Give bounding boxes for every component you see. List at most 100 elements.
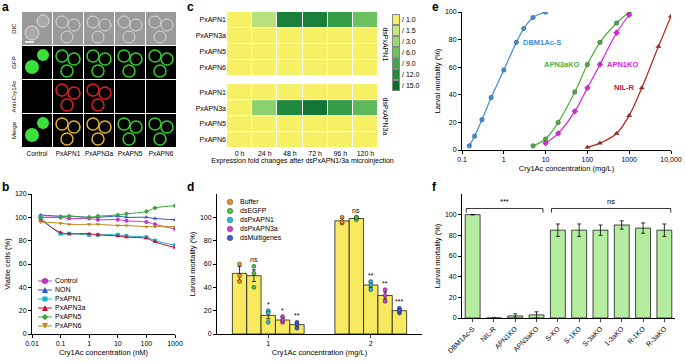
- svg-text:60: 60: [204, 260, 212, 267]
- svg-text:100: 100: [141, 340, 153, 347]
- svg-text:Larval mortality (%): Larval mortality (%): [433, 48, 442, 113]
- svg-text:R-3aKO: R-3aKO: [645, 325, 668, 348]
- svg-text:NIL-R: NIL-R: [614, 83, 635, 92]
- html-text:d: d: [187, 180, 195, 194]
- svg-text:1: 1: [502, 156, 506, 163]
- svg-text:1: 1: [87, 340, 91, 347]
- svg-text:96 h: 96 h: [333, 150, 347, 157]
- svg-text:Cry1Ac concentration (nM): Cry1Ac concentration (nM): [59, 348, 149, 357]
- html-text:Anti-Cry1Ac: Anti-Cry1Ac: [10, 80, 17, 113]
- svg-text:0.1: 0.1: [56, 340, 66, 347]
- svg-text:S-1KO: S-1KO: [563, 325, 583, 345]
- svg-text:0.1: 0.1: [457, 156, 467, 163]
- svg-text:72 h: 72 h: [308, 150, 322, 157]
- svg-text:***: ***: [395, 298, 403, 305]
- svg-text:80: 80: [449, 232, 457, 239]
- svg-text:20: 20: [204, 307, 212, 314]
- svg-text:48 h: 48 h: [283, 150, 297, 157]
- svg-text:S-KO: S-KO: [544, 325, 561, 342]
- svg-text:PxAPN1: PxAPN1: [200, 16, 227, 23]
- svg-text:1-3aKO: 1-3aKO: [603, 325, 625, 347]
- svg-text:100: 100: [15, 214, 27, 221]
- svg-text:1000: 1000: [621, 156, 637, 163]
- html-text:PxAPN5: PxAPN5: [117, 150, 143, 157]
- svg-text:dsPxAPN3a: dsPxAPN3a: [382, 98, 389, 136]
- html-text:Control: Control: [55, 277, 78, 284]
- svg-text:24 h: 24 h: [258, 150, 272, 157]
- svg-text:PxAPN5: PxAPN5: [200, 48, 227, 55]
- svg-text:1: 1: [266, 340, 270, 347]
- html-text:PxAPN3a: PxAPN3a: [84, 150, 114, 157]
- svg-text:0: 0: [453, 146, 457, 153]
- svg-text:20: 20: [449, 294, 457, 301]
- html-text:PxAPN1: PxAPN1: [55, 150, 81, 157]
- svg-text:ns: ns: [607, 197, 615, 206]
- svg-text:100: 100: [582, 156, 594, 163]
- svg-text:ns: ns: [250, 256, 258, 263]
- svg-text:PxAPN3a: PxAPN3a: [196, 32, 226, 39]
- html-text:Control: Control: [26, 150, 48, 157]
- svg-text:10,000: 10,000: [660, 156, 682, 163]
- svg-text:80: 80: [204, 237, 212, 244]
- svg-text:***: ***: [500, 197, 509, 206]
- svg-text:Larval mortality (%): Larval mortality (%): [433, 223, 442, 288]
- svg-text:20: 20: [19, 307, 27, 314]
- html-text:b: b: [2, 180, 10, 194]
- svg-text:0: 0: [23, 330, 27, 337]
- svg-text:R-1KO: R-1KO: [626, 325, 646, 345]
- svg-text:0.01: 0.01: [25, 340, 39, 347]
- svg-text:10: 10: [542, 156, 550, 163]
- svg-text:40: 40: [19, 284, 27, 291]
- svg-text:APN1KO: APN1KO: [493, 325, 518, 350]
- svg-text:2: 2: [369, 340, 373, 347]
- svg-text:APN1KO: APN1KO: [607, 60, 638, 69]
- svg-text:120 h: 120 h: [357, 150, 375, 157]
- html-text:DIC: DIC: [10, 23, 17, 34]
- svg-text:60: 60: [449, 252, 457, 259]
- svg-text:100: 100: [200, 214, 212, 221]
- svg-text:APN3aKO: APN3aKO: [512, 325, 540, 353]
- svg-text:0 h: 0 h: [235, 150, 245, 157]
- svg-text:**: **: [382, 280, 388, 287]
- svg-text:1000: 1000: [167, 340, 183, 347]
- html-text:Merge: Merge: [10, 122, 17, 139]
- svg-text:S-3aKO: S-3aKO: [581, 325, 604, 348]
- svg-text:Expression fold changes after: Expression fold changes after dsPxAPN1/3…: [211, 157, 394, 165]
- svg-text:Cry1Ac concentration (mg/L): Cry1Ac concentration (mg/L): [519, 164, 615, 173]
- svg-text:120: 120: [15, 190, 27, 197]
- svg-text:60: 60: [449, 64, 457, 71]
- svg-text:40: 40: [204, 284, 212, 291]
- svg-text:PxAPN6: PxAPN6: [200, 64, 227, 71]
- svg-text:DBM1Ac-S: DBM1Ac-S: [523, 38, 561, 47]
- svg-text:*: *: [267, 301, 270, 308]
- svg-text:APN3aKO: APN3aKO: [544, 60, 580, 69]
- svg-text:Larval mortality (%): Larval mortality (%): [188, 231, 197, 296]
- svg-text:DBM1Ac-S: DBM1Ac-S: [446, 325, 476, 355]
- svg-text:0: 0: [453, 314, 457, 321]
- svg-text:80: 80: [19, 237, 27, 244]
- svg-text:Cry1Ac concentration (mg/L): Cry1Ac concentration (mg/L): [272, 348, 368, 357]
- svg-text:40: 40: [449, 273, 457, 280]
- svg-text:**: **: [368, 272, 374, 279]
- svg-text:0: 0: [208, 330, 212, 337]
- svg-text:PxAPN3a: PxAPN3a: [196, 105, 226, 112]
- svg-text:20: 20: [449, 119, 457, 126]
- svg-text:40: 40: [449, 91, 457, 98]
- svg-text:**: **: [294, 312, 300, 319]
- html-text:a: a: [2, 0, 9, 14]
- svg-text:10: 10: [114, 340, 122, 347]
- svg-text:*: *: [281, 307, 284, 314]
- html-text:GFP: GFP: [10, 56, 17, 69]
- svg-text:60: 60: [19, 260, 27, 267]
- html-text:PxAPN6: PxAPN6: [148, 150, 174, 157]
- svg-text:100: 100: [445, 211, 457, 218]
- svg-text:100: 100: [445, 8, 457, 15]
- svg-text:80: 80: [449, 36, 457, 43]
- svg-text:dsPxAPN1: dsPxAPN1: [382, 27, 389, 61]
- svg-text:NIL-R: NIL-R: [479, 325, 497, 343]
- svg-text:PxAPN6: PxAPN6: [200, 136, 227, 143]
- svg-text:Viable cells (%): Viable cells (%): [3, 238, 12, 290]
- svg-text:PxAPN5: PxAPN5: [200, 120, 227, 127]
- svg-text:PxAPN1: PxAPN1: [200, 89, 227, 96]
- svg-text:ns: ns: [352, 207, 360, 214]
